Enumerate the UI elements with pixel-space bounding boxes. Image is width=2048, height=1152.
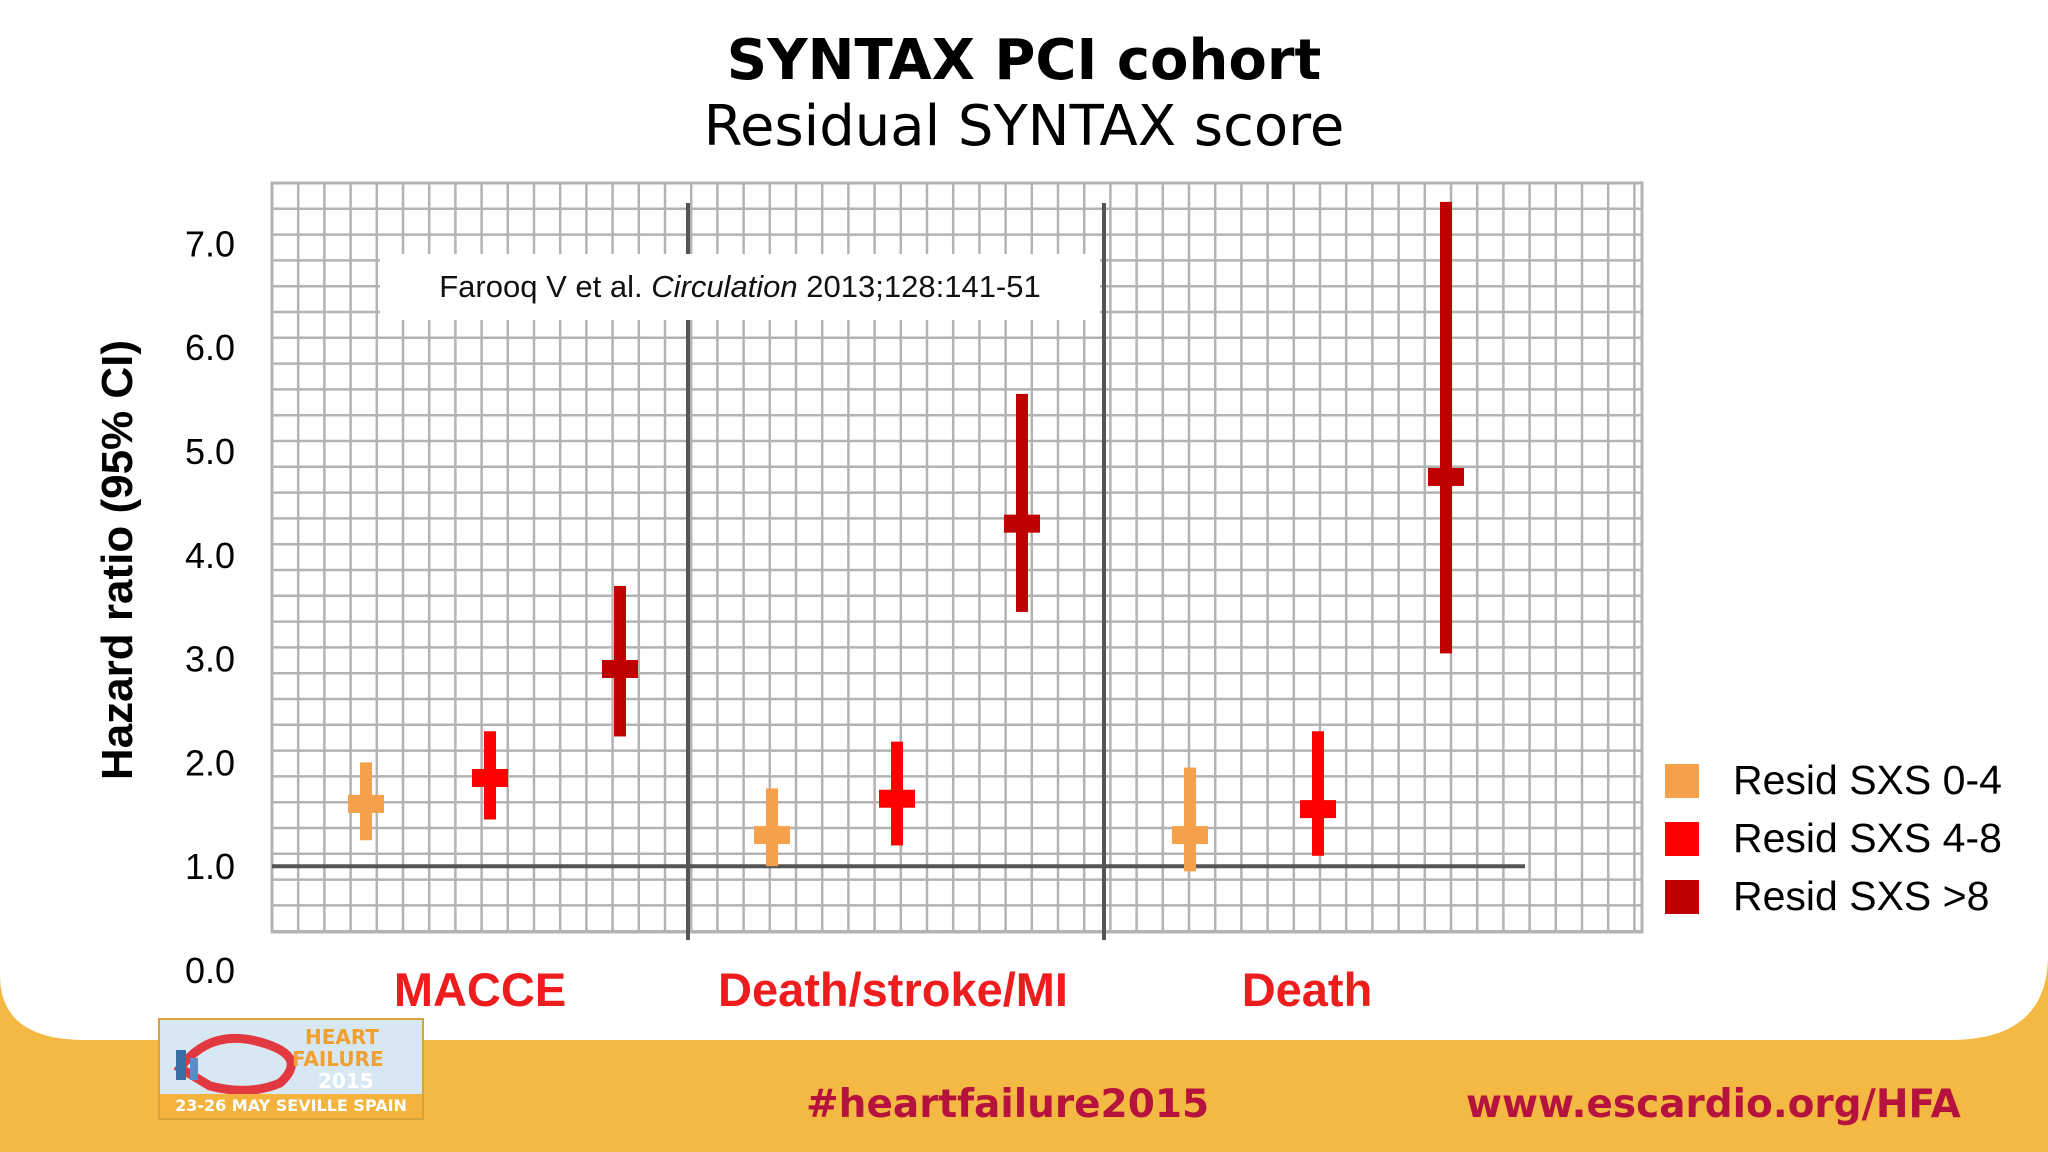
legend-label-2: Resid SXS >8	[1733, 873, 1990, 919]
citation-journal: Circulation	[651, 269, 798, 304]
estimate-mark-2-0	[602, 659, 638, 678]
logo-bottom-text: 23-26 MAY SEVILLE SPAIN	[160, 1094, 422, 1118]
estimate-mark-1-1	[879, 789, 915, 808]
group-label-death-stroke-mi: Death/stroke/MI	[718, 963, 1068, 1016]
estimate-mark-0-2	[1172, 826, 1208, 845]
estimate-mark-1-0	[472, 768, 508, 787]
legend-label-0: Resid SXS 0-4	[1733, 757, 2002, 803]
banner-shape	[0, 955, 2048, 1152]
y-tick-label: 1.0	[185, 846, 235, 887]
citation-box: Farooq V et al. Circulation 2013;128:141…	[380, 254, 1100, 320]
y-tick-label: 3.0	[185, 639, 235, 680]
ci-bar-0-2	[1184, 767, 1196, 872]
estimate-mark-0-0	[348, 794, 384, 813]
legend-swatch-1	[1665, 822, 1699, 856]
y-tick-label: 4.0	[185, 535, 235, 576]
legend-swatch-2	[1665, 880, 1699, 914]
group-label-death: Death	[1241, 963, 1373, 1016]
ci-bar-2-1	[1016, 393, 1028, 612]
citation-authors: Farooq V et al.	[439, 269, 643, 304]
footer-url[interactable]: www.escardio.org/HFA	[1466, 1082, 1961, 1127]
estimate-mark-1-2	[1300, 800, 1336, 819]
plot-frame	[270, 181, 1644, 934]
y-tick-label: 2.0	[185, 742, 235, 783]
heart-logo-icon	[173, 1033, 296, 1095]
estimate-mark-2-1	[1004, 514, 1040, 533]
ci-bar-2-2	[1440, 201, 1452, 654]
footer-hashtag[interactable]: #heartfailure2015	[806, 1082, 1210, 1127]
y-tick-label: 5.0	[185, 431, 235, 472]
citation-details: 2013;128:141-51	[806, 269, 1041, 304]
logo-line-3: 2015	[318, 1069, 374, 1093]
chart-subtitle: Residual SYNTAX score	[703, 94, 1345, 159]
y-tick-label: 7.0	[185, 223, 235, 264]
legend-label-1: Resid SXS 4-8	[1733, 815, 2002, 861]
estimate-mark-2-2	[1428, 467, 1464, 486]
chart-title: SYNTAX PCI cohort	[726, 28, 1322, 93]
ci-bar-1-2	[1312, 731, 1324, 856]
y-tick-label: 0.0	[185, 950, 235, 991]
legend-swatch-0	[1665, 764, 1699, 798]
estimate-mark-0-1	[754, 826, 790, 845]
y-tick-label: 6.0	[185, 327, 235, 368]
group-label-macce: MACCE	[393, 963, 567, 1016]
logo-line-1: HEART	[305, 1025, 380, 1049]
heart-failure-logo: HEART FAILURE 2015 23-26 MAY SEVILLE SPA…	[158, 1018, 424, 1120]
logo-line-2: FAILURE	[292, 1047, 384, 1071]
